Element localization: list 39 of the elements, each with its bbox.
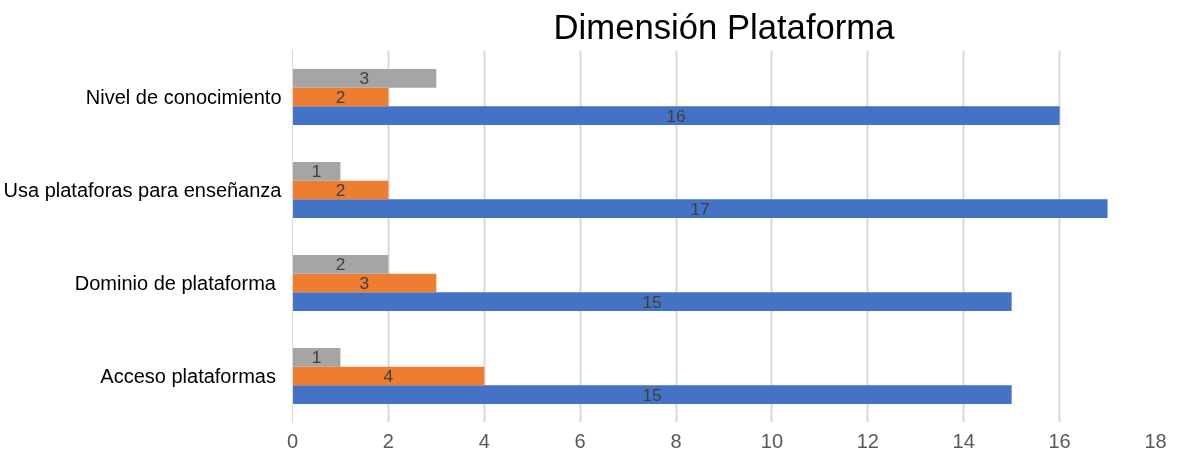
data-label: 2 — [335, 180, 346, 200]
bar — [292, 255, 389, 274]
data-label: 1 — [311, 161, 322, 182]
bar — [292, 273, 437, 293]
data-label: 15 — [642, 291, 662, 312]
x-tick-label: 0 — [286, 429, 299, 452]
bar — [292, 69, 437, 88]
data-label: 4 — [383, 366, 394, 386]
data-label: 17 — [690, 198, 710, 219]
x-tick-label: 2 — [382, 429, 394, 452]
bar — [292, 366, 485, 386]
x-tick-label: 10 — [760, 429, 784, 452]
bar — [292, 385, 1012, 404]
x-tick-label: 18 — [1144, 429, 1167, 452]
bar — [292, 199, 1108, 218]
bar — [292, 180, 389, 200]
data-label: 16 — [666, 105, 686, 126]
bar — [292, 292, 1012, 311]
y-tick-label: Acceso plataformas — [100, 365, 276, 387]
y-tick-label: Usa plataforas para enseñanza — [3, 179, 283, 201]
chart-title: Dimensión Plataforma — [553, 7, 896, 46]
y-tick-label: Nivel de conocimiento — [85, 86, 282, 108]
data-label: 2 — [335, 87, 346, 107]
x-tick-label: 12 — [856, 429, 879, 452]
bar — [292, 162, 341, 181]
data-label: 1 — [311, 347, 322, 368]
x-tick-label: 14 — [952, 429, 975, 452]
data-label: 2 — [335, 254, 346, 275]
x-tick-label: 4 — [478, 429, 490, 452]
x-tick-label: 8 — [670, 429, 682, 452]
bar — [292, 348, 341, 367]
bar — [292, 106, 1060, 125]
y-tick-label: Dominio de plataforma — [74, 272, 277, 294]
data-label: 3 — [359, 68, 370, 89]
data-label: 3 — [359, 273, 370, 293]
x-tick-label: 6 — [574, 429, 586, 452]
x-tick-label: 16 — [1048, 429, 1071, 452]
data-label: 15 — [642, 384, 662, 405]
bar — [292, 87, 389, 107]
